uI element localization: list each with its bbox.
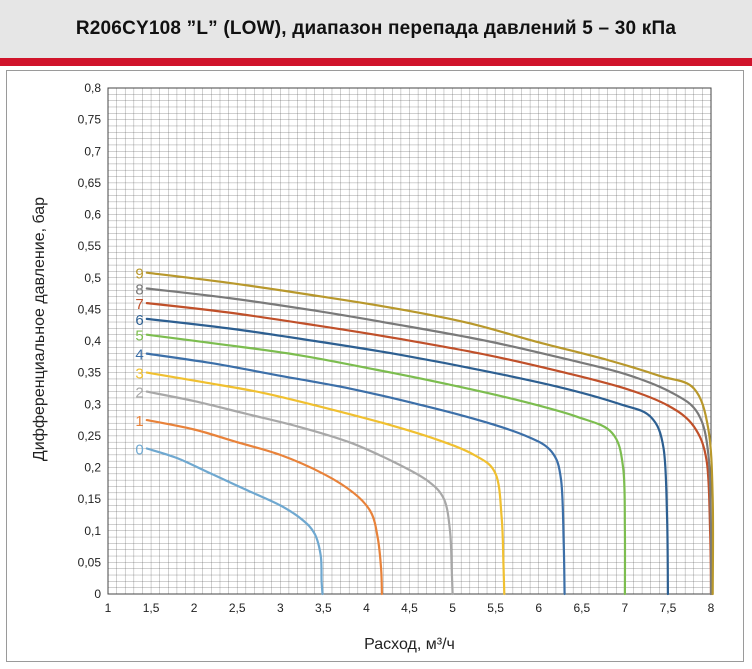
x-tick-label: 5 [449,601,456,615]
page-title: R206CY108 ”L” (LOW), диапазон перепада д… [75,18,677,39]
series-label-6: 6 [135,312,143,329]
x-tick-label: 3,5 [315,601,332,615]
series-line-2 [145,390,454,596]
y-axis-label: Дифференциальное давление, бар [31,197,48,461]
y-tick-label: 0,8 [84,81,101,95]
y-tick-label: 0,75 [78,113,102,127]
series-label-7: 7 [135,296,143,313]
y-tick-label: 0,05 [78,555,102,569]
y-tick-label: 0,25 [78,429,102,443]
accent-bar [0,58,752,66]
x-tick-label: 6,5 [573,601,590,615]
series-label-5: 5 [135,328,143,345]
series-label-9: 9 [135,266,143,283]
series-line-3 [145,371,506,596]
y-tick-label: 0,2 [84,461,101,475]
series-line-5 [145,333,627,596]
y-tick-label: 0,7 [84,144,101,158]
series-line-7 [145,302,713,596]
series-label-4: 4 [135,347,143,364]
series-line-1 [145,419,383,596]
y-tick-label: 0 [94,587,101,601]
series-line-6 [145,317,669,596]
chart-header: R206CY108 ”L” (LOW), диапазон перепада д… [0,0,752,58]
x-tick-label: 1 [105,601,112,615]
chart-frame [6,70,744,662]
x-axis-label: Расход, м³/ч [364,636,455,653]
y-tick-label: 0,1 [84,524,101,538]
y-tick-label: 0,55 [78,239,102,253]
x-tick-label: 4,5 [401,601,418,615]
x-tick-label: 1,5 [143,601,160,615]
series-label-3: 3 [135,366,143,383]
x-tick-label: 7,5 [660,601,677,615]
series-label-2: 2 [135,385,143,402]
y-tick-label: 0,35 [78,366,102,380]
x-tick-label: 6 [535,601,542,615]
y-tick-label: 0,15 [78,492,102,506]
series-line-0 [145,447,324,596]
x-tick-label: 7 [622,601,629,615]
x-tick-label: 8 [708,601,715,615]
y-tick-label: 0,65 [78,176,102,190]
plot-border [107,87,712,595]
y-tick-label: 0,6 [84,208,101,222]
series-line-8 [145,287,713,596]
series-line-4 [145,352,566,596]
x-tick-label: 2,5 [229,601,246,615]
x-tick-label: 4 [363,601,370,615]
series-label-1: 1 [135,413,143,430]
y-tick-label: 0,45 [78,302,102,316]
x-tick-label: 3 [277,601,284,615]
series-label-0: 0 [135,442,143,459]
x-tick-label: 5,5 [487,601,504,615]
x-tick-label: 2 [191,601,198,615]
y-tick-label: 0,5 [84,271,101,285]
y-tick-label: 0,4 [84,334,101,348]
series-line-9 [145,271,715,596]
series-label-8: 8 [135,282,143,299]
y-tick-label: 0,3 [84,397,101,411]
